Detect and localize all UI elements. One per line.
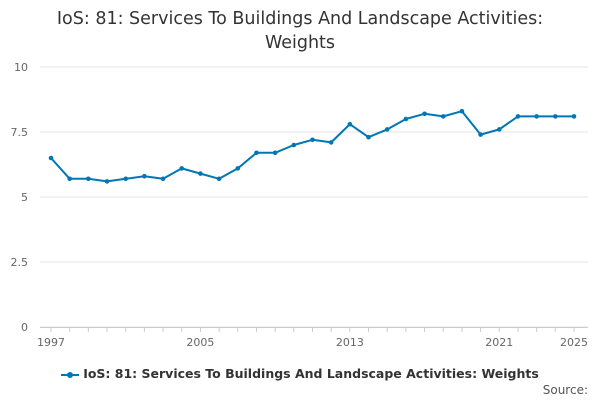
chart-title-line-1: IoS: 81: Services To Buildings And Lands… <box>56 9 544 29</box>
x-tick-label: 2013 <box>336 336 364 349</box>
y-tick-label: 2.5 <box>11 256 29 269</box>
data-point <box>142 173 147 179</box>
data-point <box>553 114 558 119</box>
data-point <box>179 166 185 171</box>
data-point <box>384 127 390 132</box>
data-point <box>459 108 465 114</box>
data-point <box>48 155 54 161</box>
data-point <box>347 121 353 127</box>
data-point <box>534 114 539 119</box>
data-point <box>198 171 203 176</box>
legend-series-label: IoS: 81: Services To Buildings And Lands… <box>83 366 539 381</box>
x-tick-label: 2025 <box>560 336 588 349</box>
data-point <box>310 137 315 143</box>
y-tick-label: 10 <box>14 61 28 74</box>
data-point <box>254 150 259 156</box>
x-tick-label: 1997 <box>37 336 65 349</box>
x-tick-label: 2021 <box>485 336 513 349</box>
data-point <box>328 140 334 145</box>
data-point <box>403 116 409 122</box>
data-point <box>123 176 129 182</box>
data-point <box>272 150 278 156</box>
data-point <box>478 132 483 137</box>
series-line <box>50 110 574 183</box>
chart-title-line-2: Weights <box>264 33 336 53</box>
data-point <box>366 134 371 140</box>
data-point <box>67 176 72 182</box>
y-tick-label: 5 <box>21 191 28 204</box>
data-point <box>86 176 91 182</box>
data-point <box>440 114 446 119</box>
legend[interactable]: IoS: 81: Services To Buildings And Lands… <box>0 366 600 381</box>
data-point <box>216 176 222 182</box>
data-point <box>571 114 577 119</box>
data-point <box>235 166 241 171</box>
x-tick-label: 2005 <box>186 336 214 349</box>
data-point <box>496 127 502 132</box>
source-label: Source: <box>542 383 588 397</box>
data-point <box>104 179 110 184</box>
y-tick-label: 0 <box>21 321 28 334</box>
data-point <box>422 111 427 117</box>
y-tick-label: 7.5 <box>11 126 29 139</box>
legend-series-marker <box>61 370 80 380</box>
data-point <box>160 176 166 182</box>
data-point <box>515 114 521 119</box>
data-point <box>291 142 297 148</box>
chart-title: IoS: 81: Services To Buildings And Lands… <box>0 7 600 55</box>
